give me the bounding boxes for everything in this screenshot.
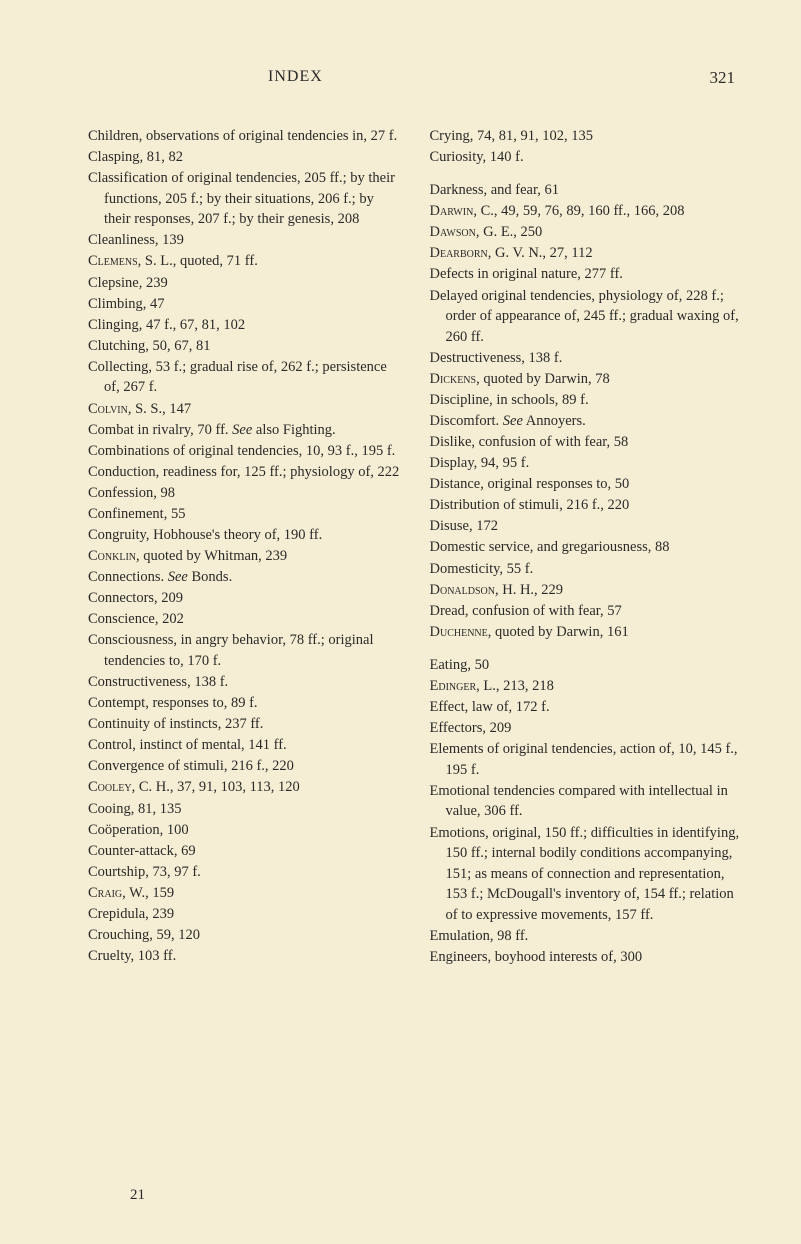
index-entry: Emulation, 98 ff. [430, 926, 742, 947]
signature-number: 21 [130, 1187, 145, 1204]
index-entry: Domestic service, and gregariousness, 88 [430, 537, 742, 558]
index-entry: Control, instinct of mental, 141 ff. [88, 735, 400, 756]
index-entry: Confession, 98 [88, 483, 400, 504]
page-number: 321 [710, 68, 736, 88]
index-entry: Cooing, 81, 135 [88, 799, 400, 820]
index-entry: Classification of original tendencies, 2… [88, 168, 400, 230]
index-entry: Collecting, 53 f.; gradual rise of, 262 … [88, 357, 400, 398]
index-entry: Distance, original responses to, 50 [430, 474, 742, 495]
index-entry: Display, 94, 95 f. [430, 453, 742, 474]
section-break [430, 168, 742, 180]
index-entry: Discipline, in schools, 89 f. [430, 390, 742, 411]
index-entry: Clepsine, 239 [88, 273, 400, 294]
index-entry: Craig, W., 159 [88, 883, 400, 904]
index-entry: Cleanliness, 139 [88, 230, 400, 251]
index-entry: Darkness, and fear, 61 [430, 180, 742, 201]
index-entry: Connectors, 209 [88, 588, 400, 609]
index-entry: Disuse, 172 [430, 516, 742, 537]
index-entry: Domesticity, 55 f. [430, 559, 742, 580]
index-entry: Eating, 50 [430, 655, 742, 676]
index-entry: Counter-attack, 69 [88, 841, 400, 862]
section-break [430, 643, 742, 655]
index-entry: Delayed original tendencies, physiology … [430, 286, 742, 348]
index-entry: Crying, 74, 81, 91, 102, 135 [430, 126, 742, 147]
index-entry: Dickens, quoted by Darwin, 78 [430, 369, 742, 390]
index-entry: Clasping, 81, 82 [88, 147, 400, 168]
index-columns: Children, observations of original tende… [88, 126, 741, 968]
index-entry: Emotional tendencies compared with intel… [430, 781, 742, 822]
index-entry: Conklin, quoted by Whitman, 239 [88, 546, 400, 567]
index-entry: Defects in original nature, 277 ff. [430, 264, 742, 285]
index-entry: Connections. See Bonds. [88, 567, 400, 588]
index-entry: Combat in rivalry, 70 ff. See also Fight… [88, 420, 400, 441]
index-entry: Cruelty, 103 ff. [88, 946, 400, 967]
index-entry: Discomfort. See Annoyers. [430, 411, 742, 432]
index-entry: Colvin, S. S., 147 [88, 399, 400, 420]
index-entry: Consciousness, in angry behavior, 78 ff.… [88, 630, 400, 671]
right-column: Crying, 74, 81, 91, 102, 135Curiosity, 1… [430, 126, 742, 968]
index-entry: Clemens, S. L., quoted, 71 ff. [88, 251, 400, 272]
index-entry: Curiosity, 140 f. [430, 147, 742, 168]
index-entry: Destructiveness, 138 f. [430, 348, 742, 369]
index-entry: Edinger, L., 213, 218 [430, 676, 742, 697]
index-entry: Contempt, responses to, 89 f. [88, 693, 400, 714]
index-entry: Conduction, readiness for, 125 ff.; phys… [88, 462, 400, 483]
index-entry: Dawson, G. E., 250 [430, 222, 742, 243]
index-entry: Distribution of stimuli, 216 f., 220 [430, 495, 742, 516]
index-entry: Convergence of stimuli, 216 f., 220 [88, 756, 400, 777]
index-entry: Donaldson, H. H., 229 [430, 580, 742, 601]
index-entry: Children, observations of original tende… [88, 126, 400, 147]
index-entry: Effect, law of, 172 f. [430, 697, 742, 718]
index-entry: Crouching, 59, 120 [88, 925, 400, 946]
index-entry: Clinging, 47 f., 67, 81, 102 [88, 315, 400, 336]
index-entry: Elements of original tendencies, action … [430, 739, 742, 780]
index-entry: Emotions, original, 150 ff.; difficultie… [430, 823, 742, 926]
index-entry: Duchenne, quoted by Darwin, 161 [430, 622, 742, 643]
index-entry: Conscience, 202 [88, 609, 400, 630]
page-header: INDEX 321 [88, 68, 741, 88]
index-entry: Congruity, Hobhouse's theory of, 190 ff. [88, 525, 400, 546]
index-entry: Clutching, 50, 67, 81 [88, 336, 400, 357]
left-column: Children, observations of original tende… [88, 126, 400, 968]
index-entry: Cooley, C. H., 37, 91, 103, 113, 120 [88, 777, 400, 798]
index-entry: Climbing, 47 [88, 294, 400, 315]
index-entry: Dearborn, G. V. N., 27, 112 [430, 243, 742, 264]
index-entry: Constructiveness, 138 f. [88, 672, 400, 693]
index-entry: Courtship, 73, 97 f. [88, 862, 400, 883]
index-entry: Continuity of instincts, 237 ff. [88, 714, 400, 735]
index-entry: Crepidula, 239 [88, 904, 400, 925]
header-title: INDEX [268, 68, 323, 88]
index-entry: Engineers, boyhood interests of, 300 [430, 947, 742, 968]
index-entry: Confinement, 55 [88, 504, 400, 525]
index-entry: Combinations of original tendencies, 10,… [88, 441, 400, 462]
index-entry: Dread, confusion of with fear, 57 [430, 601, 742, 622]
index-entry: Effectors, 209 [430, 718, 742, 739]
index-entry: Coöperation, 100 [88, 820, 400, 841]
index-entry: Darwin, C., 49, 59, 76, 89, 160 ff., 166… [430, 201, 742, 222]
index-entry: Dislike, confusion of with fear, 58 [430, 432, 742, 453]
